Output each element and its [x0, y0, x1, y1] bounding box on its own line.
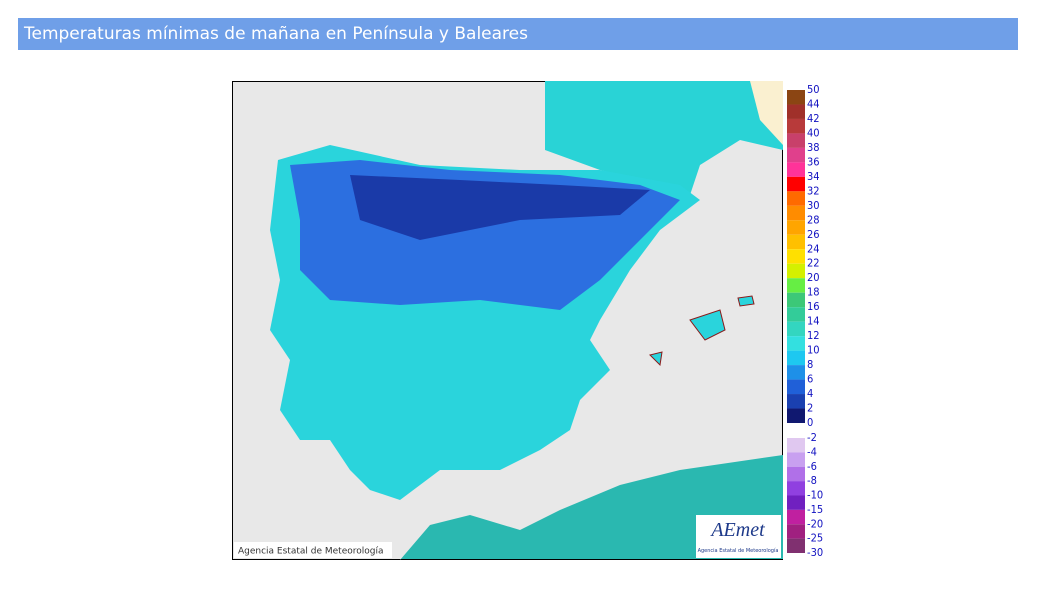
- france: [545, 81, 783, 195]
- legend-swatch: [787, 321, 805, 337]
- legend-swatch: [787, 452, 805, 467]
- legend-label: 22: [807, 257, 820, 270]
- legend-swatch: [787, 147, 805, 163]
- legend-swatch: [787, 90, 805, 105]
- legend-swatch: [787, 234, 805, 250]
- legend-label: 14: [807, 315, 820, 328]
- ibiza: [649, 351, 663, 367]
- menorca: [737, 295, 755, 307]
- legend-swatch: [787, 292, 805, 308]
- coldest-zone: [350, 175, 650, 240]
- legend-label: -2: [807, 431, 817, 444]
- legend-label: 40: [807, 126, 820, 139]
- legend-label: -8: [807, 474, 817, 487]
- legend-swatch: [787, 509, 805, 525]
- legend-label: 18: [807, 286, 820, 299]
- legend-swatch: [787, 336, 805, 351]
- legend-label: 8: [807, 358, 813, 371]
- legend-label: -25: [807, 532, 823, 545]
- legend-swatch: [787, 205, 805, 221]
- africa: [400, 455, 783, 560]
- legend-swatch: [787, 408, 805, 423]
- legend-swatch: [787, 481, 805, 496]
- logo-box: [696, 515, 781, 558]
- legend-label: -10: [807, 489, 823, 502]
- legend-label: 42: [807, 112, 820, 125]
- legend-swatch: [787, 176, 805, 192]
- legend-label: 36: [807, 155, 820, 168]
- legend-label: 16: [807, 300, 820, 313]
- legend-label: 32: [807, 184, 820, 197]
- legend-label: 0: [807, 416, 813, 429]
- legend-label: 38: [807, 141, 820, 154]
- legend-label: 12: [807, 329, 820, 342]
- legend-swatch: [787, 191, 805, 206]
- logo: AEmet: [709, 519, 765, 541]
- legend-swatch: [787, 118, 805, 134]
- legend-swatch: [787, 307, 805, 322]
- header-title: Temperaturas mínimas de mañana en Peníns…: [18, 18, 1018, 50]
- map-credit: Agencia Estatal de Meteorología: [238, 547, 384, 557]
- legend-label: 30: [807, 199, 820, 212]
- legend-swatch: [787, 133, 805, 148]
- legend-label: 2: [807, 402, 813, 415]
- legend-label: -15: [807, 503, 823, 516]
- legend-swatch: [787, 263, 805, 279]
- legend-label: -6: [807, 460, 817, 473]
- legend-label: 34: [807, 170, 820, 183]
- mallorca: [689, 309, 726, 341]
- legend-label: -20: [807, 517, 823, 530]
- legend-label: 28: [807, 213, 820, 226]
- legend-swatch: [787, 249, 805, 264]
- legend-swatch: [787, 220, 805, 235]
- credit-box: [234, 542, 392, 558]
- legend-swatch: [787, 466, 805, 482]
- legend-swatch: [787, 104, 805, 119]
- legend-label: 26: [807, 228, 820, 241]
- land-other: [750, 81, 783, 145]
- legend-label: 20: [807, 271, 820, 284]
- legend-label: 10: [807, 344, 820, 357]
- legend-label: 6: [807, 373, 813, 386]
- legend-label: 4: [807, 387, 813, 400]
- legend-swatch: [787, 495, 805, 510]
- legend-label: -30: [807, 546, 823, 559]
- legend-label: -4: [807, 445, 817, 458]
- legend-swatch: [787, 162, 805, 177]
- legend-swatch: [787, 438, 805, 453]
- legend-label: 44: [807, 97, 820, 110]
- legend-swatch: [787, 350, 805, 366]
- legend-swatch: [787, 379, 805, 395]
- legend-label: 50: [807, 83, 820, 96]
- legend-label: 24: [807, 242, 820, 255]
- legend-swatch: [787, 394, 805, 409]
- logo-sub: Agencia Estatal de Meteorología: [698, 547, 779, 554]
- legend-swatch: [787, 365, 805, 380]
- legend-swatch: [787, 524, 805, 539]
- legend-swatch: [787, 538, 805, 553]
- legend-swatch: [787, 278, 805, 293]
